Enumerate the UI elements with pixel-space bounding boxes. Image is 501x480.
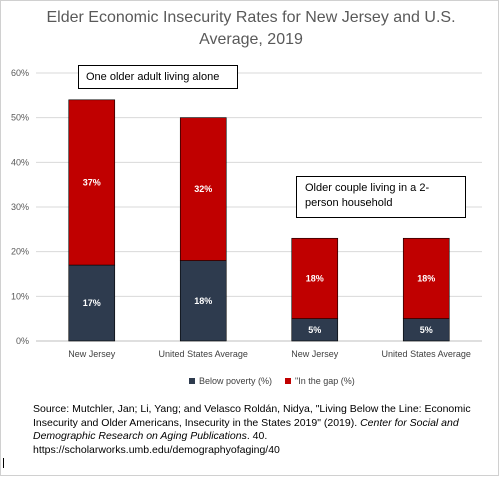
data-label: 18% (417, 273, 435, 283)
source-line-1: Source: Mutchler, Jan; Li, Yang; and Vel… (33, 403, 471, 415)
chart-title-line-2: Average, 2019 (199, 31, 303, 48)
chart-title-line-1: Elder Economic Insecurity Rates for New … (46, 9, 455, 26)
data-label: 5% (308, 325, 321, 335)
source-url: https://scholarworks.umb.edu/demographyo… (33, 443, 280, 456)
y-tick-label: 20% (11, 247, 29, 257)
data-label: 32% (194, 184, 212, 194)
bars: 17% 37% 18% 32% 5% 18% 5% 18% (68, 99, 450, 342)
y-tick-label: 60% (11, 68, 29, 78)
source-journal-2: Demographic Research on Aging Publicatio… (33, 430, 247, 442)
bar-below-poverty (179, 260, 227, 342)
source-line-2: Insecurity and Older Americans, Insecuri… (33, 417, 493, 431)
x-category-label: New Jersey (291, 349, 339, 359)
legend-swatch (189, 378, 195, 384)
bar-in-the-gap (291, 237, 339, 319)
y-tick-label: 0% (16, 336, 29, 346)
x-category-label: United States Average (159, 349, 248, 359)
source-journal-1: Center for Social and (360, 416, 459, 429)
y-tick-label: 50% (11, 113, 29, 123)
data-label: 17% (83, 298, 101, 308)
data-label: 18% (306, 273, 324, 283)
source-citation: Source: Mutchler, Jan; Li, Yang; and Vel… (33, 403, 493, 457)
bar-in-the-gap (68, 99, 116, 266)
legend-label: Below poverty (%) (199, 376, 272, 386)
x-category-label: United States Average (382, 349, 471, 359)
x-category-label: New Jersey (68, 349, 116, 359)
data-label: 5% (420, 325, 433, 335)
y-tick-label: 30% (11, 202, 29, 212)
annotation-older-couple: Older couple living in a 2-person househ… (296, 176, 466, 218)
legend-label: "In the gap (%) (295, 376, 355, 386)
bar-in-the-gap (402, 237, 450, 319)
y-tick-label: 40% (11, 157, 29, 167)
data-label: 37% (83, 177, 101, 187)
bar-in-the-gap (179, 117, 227, 261)
y-tick-label: 10% (11, 291, 29, 301)
legend-swatch (285, 378, 291, 384)
data-label: 18% (194, 296, 212, 306)
edge-mark (3, 458, 4, 468)
x-axis-categories: New Jersey United States Average New Jerse… (68, 349, 471, 359)
annotation-single-adult: One older adult living alone (78, 65, 238, 89)
legend: Below poverty (%) "In the gap (%) (189, 376, 355, 386)
source-line-2-text: Insecurity and Older Americans, Insecuri… (33, 416, 361, 429)
source-line-3-text: . 40. (246, 430, 268, 442)
y-axis-ticks: 0% 10% 20% 30% 40% 50% 60% (11, 68, 29, 346)
bar-below-poverty (68, 264, 116, 342)
source-line-3: Demographic Research on Aging Publicatio… (33, 430, 493, 444)
